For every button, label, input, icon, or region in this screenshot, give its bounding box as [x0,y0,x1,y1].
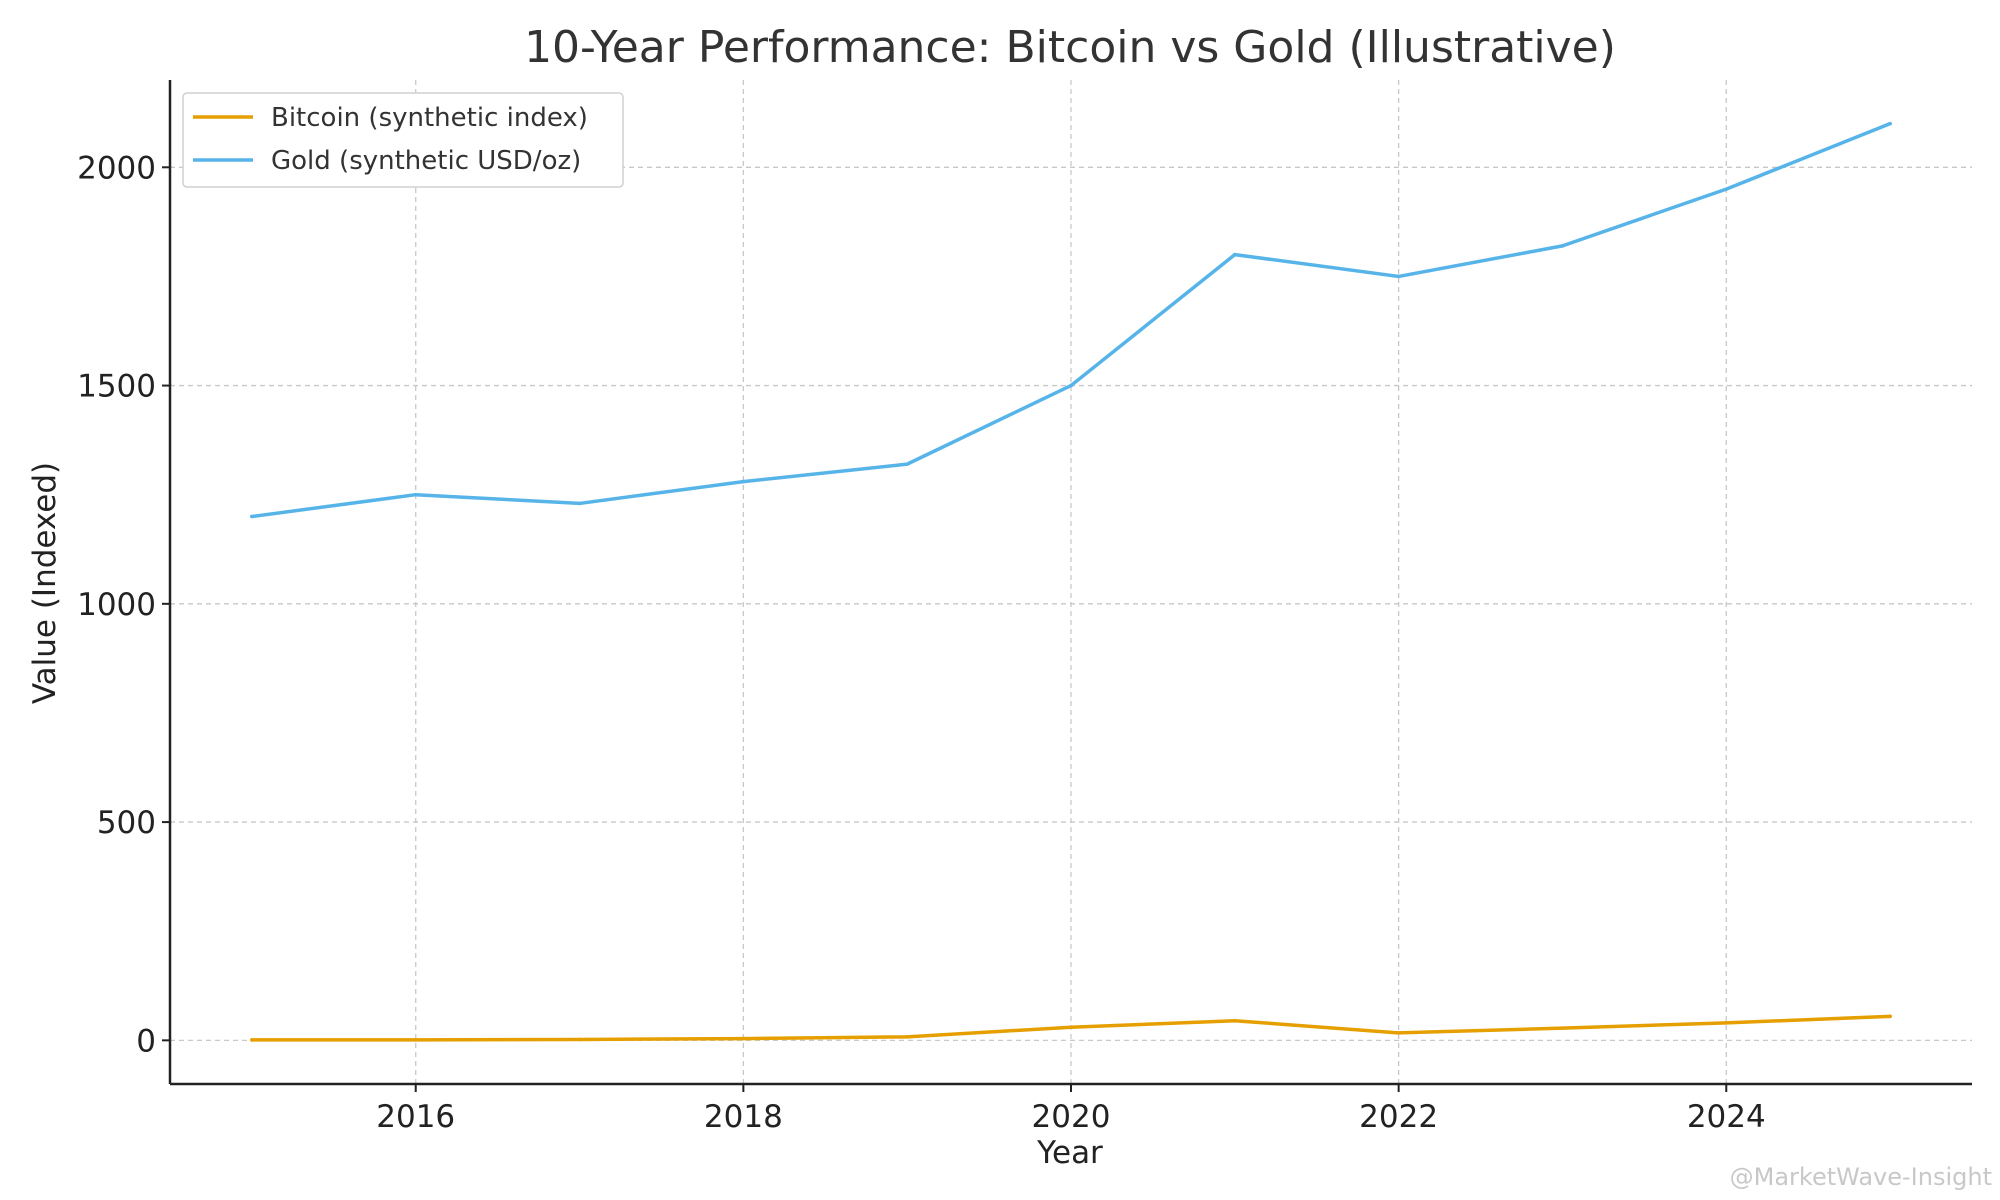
chart-title: 10-Year Performance: Bitcoin vs Gold (Il… [524,22,1616,73]
x-tick-label: 2016 [376,1099,455,1135]
x-axis-title: Year [1036,1135,1103,1171]
data-point [250,514,254,519]
ticks: 2016 2018 2020 2022 2024 0 500 1000 1500 2000 [77,150,1766,1135]
legend: Bitcoin (synthetic index) Gold (synthetic… [182,92,624,188]
data-point [1233,252,1237,257]
legend-box [182,92,624,188]
watermark: @MarketWave-Insight [1730,1163,1992,1191]
data-point [905,1035,909,1039]
data-point [413,1038,418,1042]
y-tick-label: 1000 [77,587,156,623]
y-tick-label: 2000 [77,150,156,186]
data-point [741,479,746,484]
data-point [1724,1021,1729,1025]
y-tick-label: 1500 [77,369,156,405]
x-tick-label: 2020 [1032,1099,1111,1135]
data-point [1069,1025,1073,1030]
grid [170,80,1972,1084]
axes [168,80,1972,1086]
series [250,121,1892,1042]
data-point [413,492,418,497]
legend-label: Gold (synthetic USD/oz) [271,146,581,176]
data-point [1396,1031,1401,1035]
data-point [1888,121,1892,126]
data-point [741,1036,746,1041]
x-tick-label: 2018 [704,1099,783,1135]
data-point [1069,383,1073,388]
data-point [1888,1014,1892,1019]
data-point [905,462,909,466]
data-point [250,1038,254,1042]
y-axis-title: Value (Indexed) [27,462,63,704]
y-tick-label: 0 [136,1023,156,1059]
data-point [1396,274,1401,279]
watermark-text: @MarketWave-Insight [1730,1163,1992,1191]
legend-label: Bitcoin (synthetic index) [271,103,588,133]
data-point [577,501,582,506]
x-tick-label: 2024 [1687,1099,1766,1135]
data-point [1233,1018,1237,1023]
data-point [1724,187,1729,191]
data-point [1560,244,1565,248]
data-point [1560,1026,1565,1030]
x-tick-label: 2022 [1359,1099,1438,1135]
y-tick-label: 500 [97,805,156,841]
data-point [577,1037,582,1042]
